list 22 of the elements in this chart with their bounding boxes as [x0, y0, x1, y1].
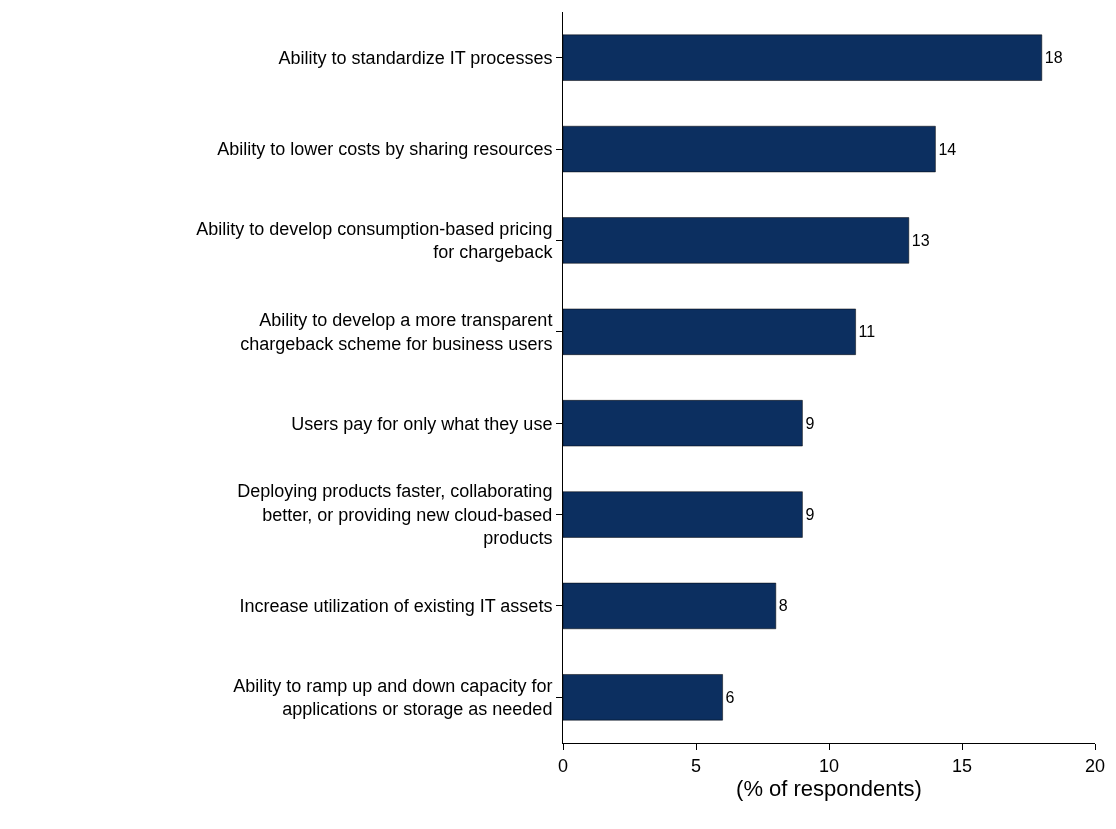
data-label: 9: [805, 506, 815, 524]
y-tick-label: Ability to develop consumption-based pricing for chargeback: [196, 219, 554, 263]
y-tick-label: Increase utilization of existing IT assets: [239, 596, 553, 617]
data-label: 6: [725, 688, 735, 706]
x-axis-title: (% of respondents): [736, 775, 922, 801]
y-tick-label: Ability to develop a more transparent chargeback scheme for business users: [240, 310, 553, 354]
y-tick-label: Users pay for only what they use: [291, 413, 553, 434]
x-tick-label: 5: [690, 755, 702, 776]
y-tick-label: Ability to lower costs by sharing resources: [217, 139, 553, 160]
y-tick-label: Deploying products faster, collaborating better, or providing new cloud-based products: [237, 481, 553, 549]
x-tick-label: 10: [818, 755, 840, 776]
x-tick-label: 0: [557, 755, 569, 776]
data-label: 18: [1044, 49, 1063, 67]
data-label: 14: [938, 140, 957, 158]
data-label: 9: [805, 414, 815, 432]
x-tick-label: 15: [951, 755, 973, 776]
data-label: 13: [911, 231, 930, 249]
x-tick-label: 20: [1084, 755, 1106, 776]
data-label: 8: [778, 597, 788, 615]
y-tick-label: Ability to ramp up and down capacity for applications or storage as needed: [233, 675, 553, 720]
y-tick-label: Ability to standardize IT processes: [278, 47, 553, 68]
data-label: 11: [858, 323, 876, 341]
